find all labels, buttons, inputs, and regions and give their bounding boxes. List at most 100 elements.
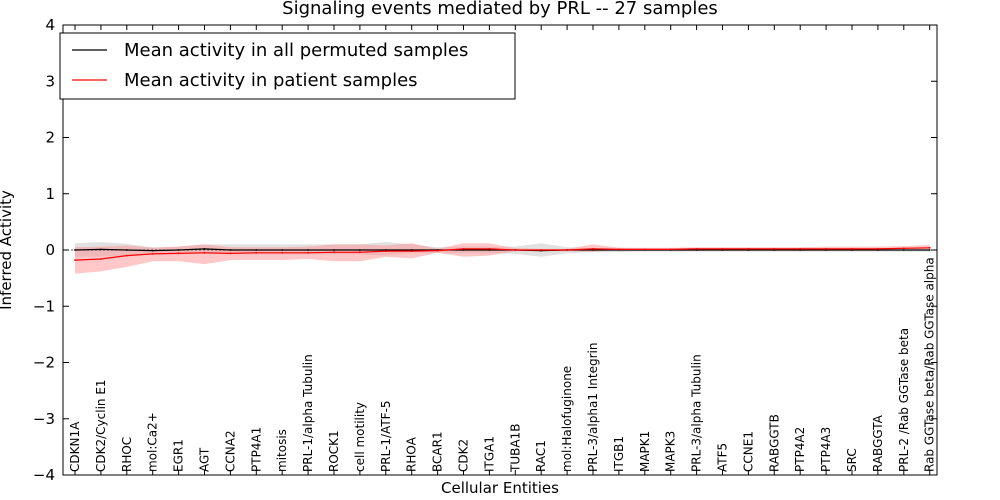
- ytick-label: −3: [33, 410, 55, 428]
- point-0-6: [229, 249, 232, 251]
- xtick-label: cell motility: [353, 402, 367, 472]
- point-1-7: [255, 251, 258, 254]
- point-0-5: [203, 248, 206, 250]
- xtick-label: SRC: [845, 448, 859, 472]
- point-1-31: [877, 248, 879, 250]
- point-1-23: [669, 248, 672, 251]
- series-lines: [74, 246, 931, 261]
- xtick-label: PRL-3/alpha Tubulin: [690, 354, 704, 472]
- confidence-bands: [75, 242, 930, 274]
- point-1-18: [540, 249, 543, 251]
- xtick-label: BCAR1: [431, 431, 445, 472]
- ytick-label: 4: [45, 16, 55, 34]
- xtick-label: PRL-1/ATF-5: [379, 400, 393, 472]
- xtick-label: ATF5: [716, 443, 730, 472]
- point-0-9: [307, 249, 309, 251]
- y-axis-label: Inferred Activity: [0, 190, 15, 310]
- point-0-0: [74, 249, 76, 251]
- xtick-label: TUBA1B: [508, 424, 522, 473]
- point-1-1: [100, 258, 102, 260]
- xtick-label: PRL-3/alpha1 Integrin: [586, 343, 600, 473]
- point-0-32: [902, 249, 905, 251]
- point-1-32: [902, 247, 905, 250]
- xtick-label: PRL-2 /Rab GGTase beta: [897, 328, 911, 472]
- point-1-0: [74, 259, 76, 261]
- point-0-10: [333, 249, 335, 251]
- point-1-3: [151, 253, 154, 255]
- point-1-13: [410, 250, 413, 253]
- point-0-4: [177, 249, 180, 251]
- xtick-label: MAPK1: [638, 431, 652, 472]
- xtick-label: RHOA: [405, 436, 419, 472]
- xtick-label: PRL-1/alpha Tubulin: [301, 354, 315, 472]
- xtick-label: RABGGTB: [767, 414, 781, 472]
- point-1-12: [384, 250, 387, 253]
- ytick-label: 2: [45, 129, 55, 147]
- band-1: [75, 243, 930, 274]
- point-1-33: [928, 246, 931, 249]
- xtick-label: mol:Ca2+: [146, 412, 160, 472]
- xtick-label: CDKN1A: [68, 421, 82, 472]
- point-1-9: [307, 251, 309, 254]
- point-1-2: [125, 254, 128, 257]
- legend: Mean activity in all permuted samples Me…: [59, 32, 516, 100]
- xtick-label: mitosis: [275, 429, 289, 472]
- ytick-label: −2: [33, 354, 55, 372]
- point-0-8: [281, 249, 284, 251]
- point-1-6: [229, 252, 232, 255]
- x-axis: CDKN1A CDK2/Cyclin E1 RHOC mol:Ca2+ EGR1 AGT C…: [68, 25, 937, 475]
- ytick-label: −4: [33, 466, 55, 484]
- point-1-11: [359, 251, 361, 254]
- series-line-1: [74, 247, 930, 261]
- ytick-label: −1: [33, 297, 55, 315]
- point-1-27: [773, 248, 776, 250]
- point-1-21: [618, 248, 620, 251]
- point-1-15: [462, 248, 465, 250]
- point-0-7: [255, 249, 258, 251]
- xtick-label: Rab GGTase beta/Rab GGTase alpha: [923, 257, 937, 472]
- point-1-14: [436, 249, 439, 252]
- point-1-24: [695, 248, 698, 250]
- point-0-1: [100, 248, 102, 251]
- xtick-label: CDK2: [457, 439, 471, 472]
- legend-box: [59, 32, 516, 100]
- point-1-29: [825, 248, 827, 250]
- point-1-17: [514, 249, 517, 251]
- xtick-label: mol:Halofuginone: [560, 366, 574, 472]
- xtick-label: RHOC: [120, 437, 134, 472]
- point-0-11: [359, 249, 361, 251]
- point-0-33: [928, 249, 931, 251]
- xtick-label: ITGA1: [482, 436, 496, 472]
- point-1-8: [281, 251, 284, 254]
- ytick-label: 1: [45, 185, 55, 203]
- point-1-10: [333, 251, 335, 254]
- xtick-label: RAC1: [534, 440, 548, 472]
- xtick-label: ROCK1: [327, 430, 341, 472]
- point-0-2: [125, 249, 128, 251]
- xtick-label: CCNA2: [223, 430, 237, 472]
- xtick-label: RABGGTA: [871, 414, 885, 472]
- xtick-label: PTP4A1: [249, 427, 263, 472]
- point-1-28: [799, 248, 802, 250]
- point-1-25: [721, 248, 724, 250]
- point-1-5: [203, 251, 206, 254]
- xtick-label: CCNE1: [741, 431, 755, 472]
- point-1-20: [592, 248, 594, 250]
- legend-label-permuted: Mean activity in all permuted samples: [124, 40, 468, 61]
- xtick-label: MAPK3: [664, 431, 678, 472]
- point-1-16: [488, 248, 491, 250]
- xtick-label: ITGB1: [612, 436, 626, 472]
- point-1-4: [177, 252, 180, 255]
- point-0-3: [151, 249, 154, 252]
- point-1-19: [566, 249, 568, 251]
- xtick-label: PTP4A2: [793, 427, 807, 472]
- ytick-label: 0: [45, 241, 55, 259]
- legend-label-patient: Mean activity in patient samples: [124, 70, 418, 91]
- xtick-label: AGT: [198, 447, 212, 472]
- point-1-22: [643, 248, 646, 251]
- xtick-label: CDK2/Cyclin E1: [94, 379, 108, 472]
- y-axis: −4 −3 −2 −1 0 1 2 3 4: [33, 16, 937, 484]
- xtick-label: PTP4A3: [819, 427, 833, 472]
- x-axis-label: Cellular Entities: [441, 479, 559, 497]
